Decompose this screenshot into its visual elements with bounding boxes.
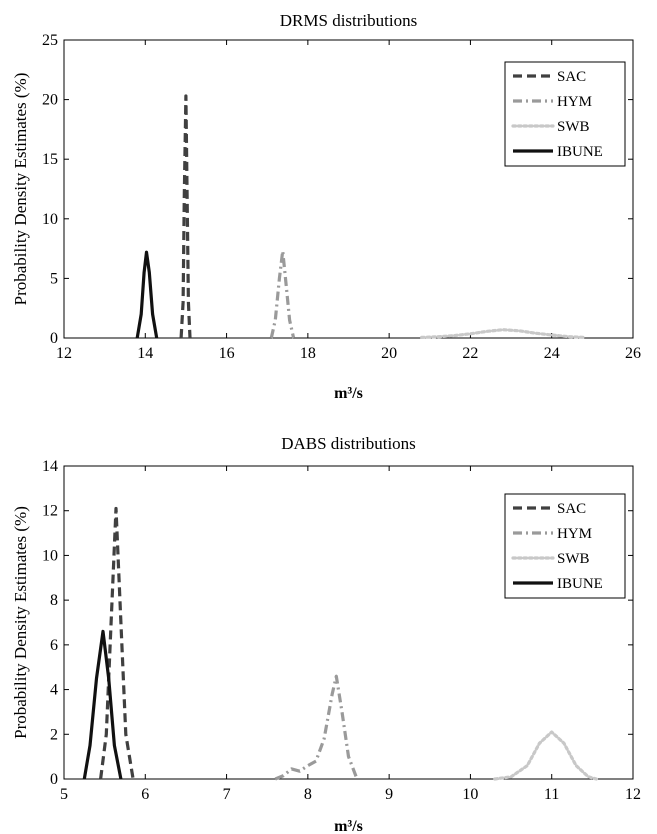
y-axis-label: Probability Density Estimates (%)	[11, 73, 30, 306]
series-line-ibune	[135, 250, 159, 339]
plot-frame	[63, 39, 634, 339]
x-axis-label: m³/s	[334, 385, 363, 402]
series-line-hym	[269, 249, 296, 339]
x-tick-label: 20	[381, 345, 397, 362]
y-tick-label: 15	[42, 151, 58, 168]
x-tick-label: 22	[462, 345, 478, 362]
chart-title: DABS distributions	[281, 434, 416, 453]
y-tick-label: 0	[50, 330, 58, 347]
plot-frame	[63, 465, 634, 780]
y-tick-label: 10	[42, 547, 58, 564]
x-tick-label: 12	[56, 345, 72, 362]
y-tick-label: 14	[42, 458, 58, 475]
series-line-swb	[493, 730, 599, 781]
chart-panel-1: DRMS distributions 12 14 16 18 20 22 24 26 0 5 10 15…	[11, 11, 641, 402]
x-tick-label: 24	[544, 345, 560, 362]
y-tick-label: 5	[50, 270, 58, 287]
series-line-swb	[420, 328, 586, 339]
y-tick-label: 25	[42, 32, 58, 49]
y-axis-label: Probability Density Estimates (%)	[11, 506, 30, 739]
x-tick-label: 12	[625, 786, 641, 803]
series-line-hym	[274, 674, 359, 781]
legend: SAC HYM SWB IBUNE	[504, 61, 626, 167]
legend-box	[504, 493, 626, 599]
y-tick-label: 12	[42, 503, 58, 520]
chart-title: DRMS distributions	[280, 11, 417, 30]
x-tick-label: 16	[219, 345, 235, 362]
series-line-sac	[179, 94, 192, 339]
series-line-sac	[99, 506, 135, 780]
legend-label: SAC	[557, 69, 586, 85]
x-tick-label: 6	[141, 786, 149, 803]
x-tick-label: 18	[300, 345, 316, 362]
x-tick-label: 26	[625, 345, 641, 362]
x-tick-label: 14	[137, 345, 153, 362]
x-tick-label: 10	[462, 786, 478, 803]
x-tick-label: 5	[60, 786, 68, 803]
series-line-ibune	[82, 629, 123, 780]
legend-label: SWB	[557, 119, 590, 135]
x-axis-label: m³/s	[334, 818, 363, 834]
legend-box	[504, 61, 626, 167]
y-tick-label: 4	[50, 682, 58, 699]
legend-label: IBUNE	[557, 576, 603, 592]
legend-label: SWB	[557, 551, 590, 567]
legend-label: HYM	[557, 526, 592, 542]
y-tick-label: 20	[42, 92, 58, 109]
x-tick-label: 8	[304, 786, 312, 803]
y-tick-label: 0	[50, 771, 58, 788]
chart-panel-2: DABS distributions 5 6 7 8 9 10 11 12 0 2 4 6 8 10 12 14…	[11, 434, 641, 834]
y-tick-label: 8	[50, 592, 58, 609]
y-tick-label: 2	[50, 726, 58, 743]
y-tick-label: 10	[42, 211, 58, 228]
legend-label: SAC	[557, 501, 586, 517]
y-tick-label: 6	[50, 637, 58, 654]
legend-label: HYM	[557, 94, 592, 110]
x-tick-label: 11	[544, 786, 559, 803]
legend-label: IBUNE	[557, 144, 603, 160]
legend: SAC HYM SWB IBUNE	[504, 493, 626, 599]
x-tick-label: 9	[385, 786, 393, 803]
x-tick-label: 7	[223, 786, 231, 803]
